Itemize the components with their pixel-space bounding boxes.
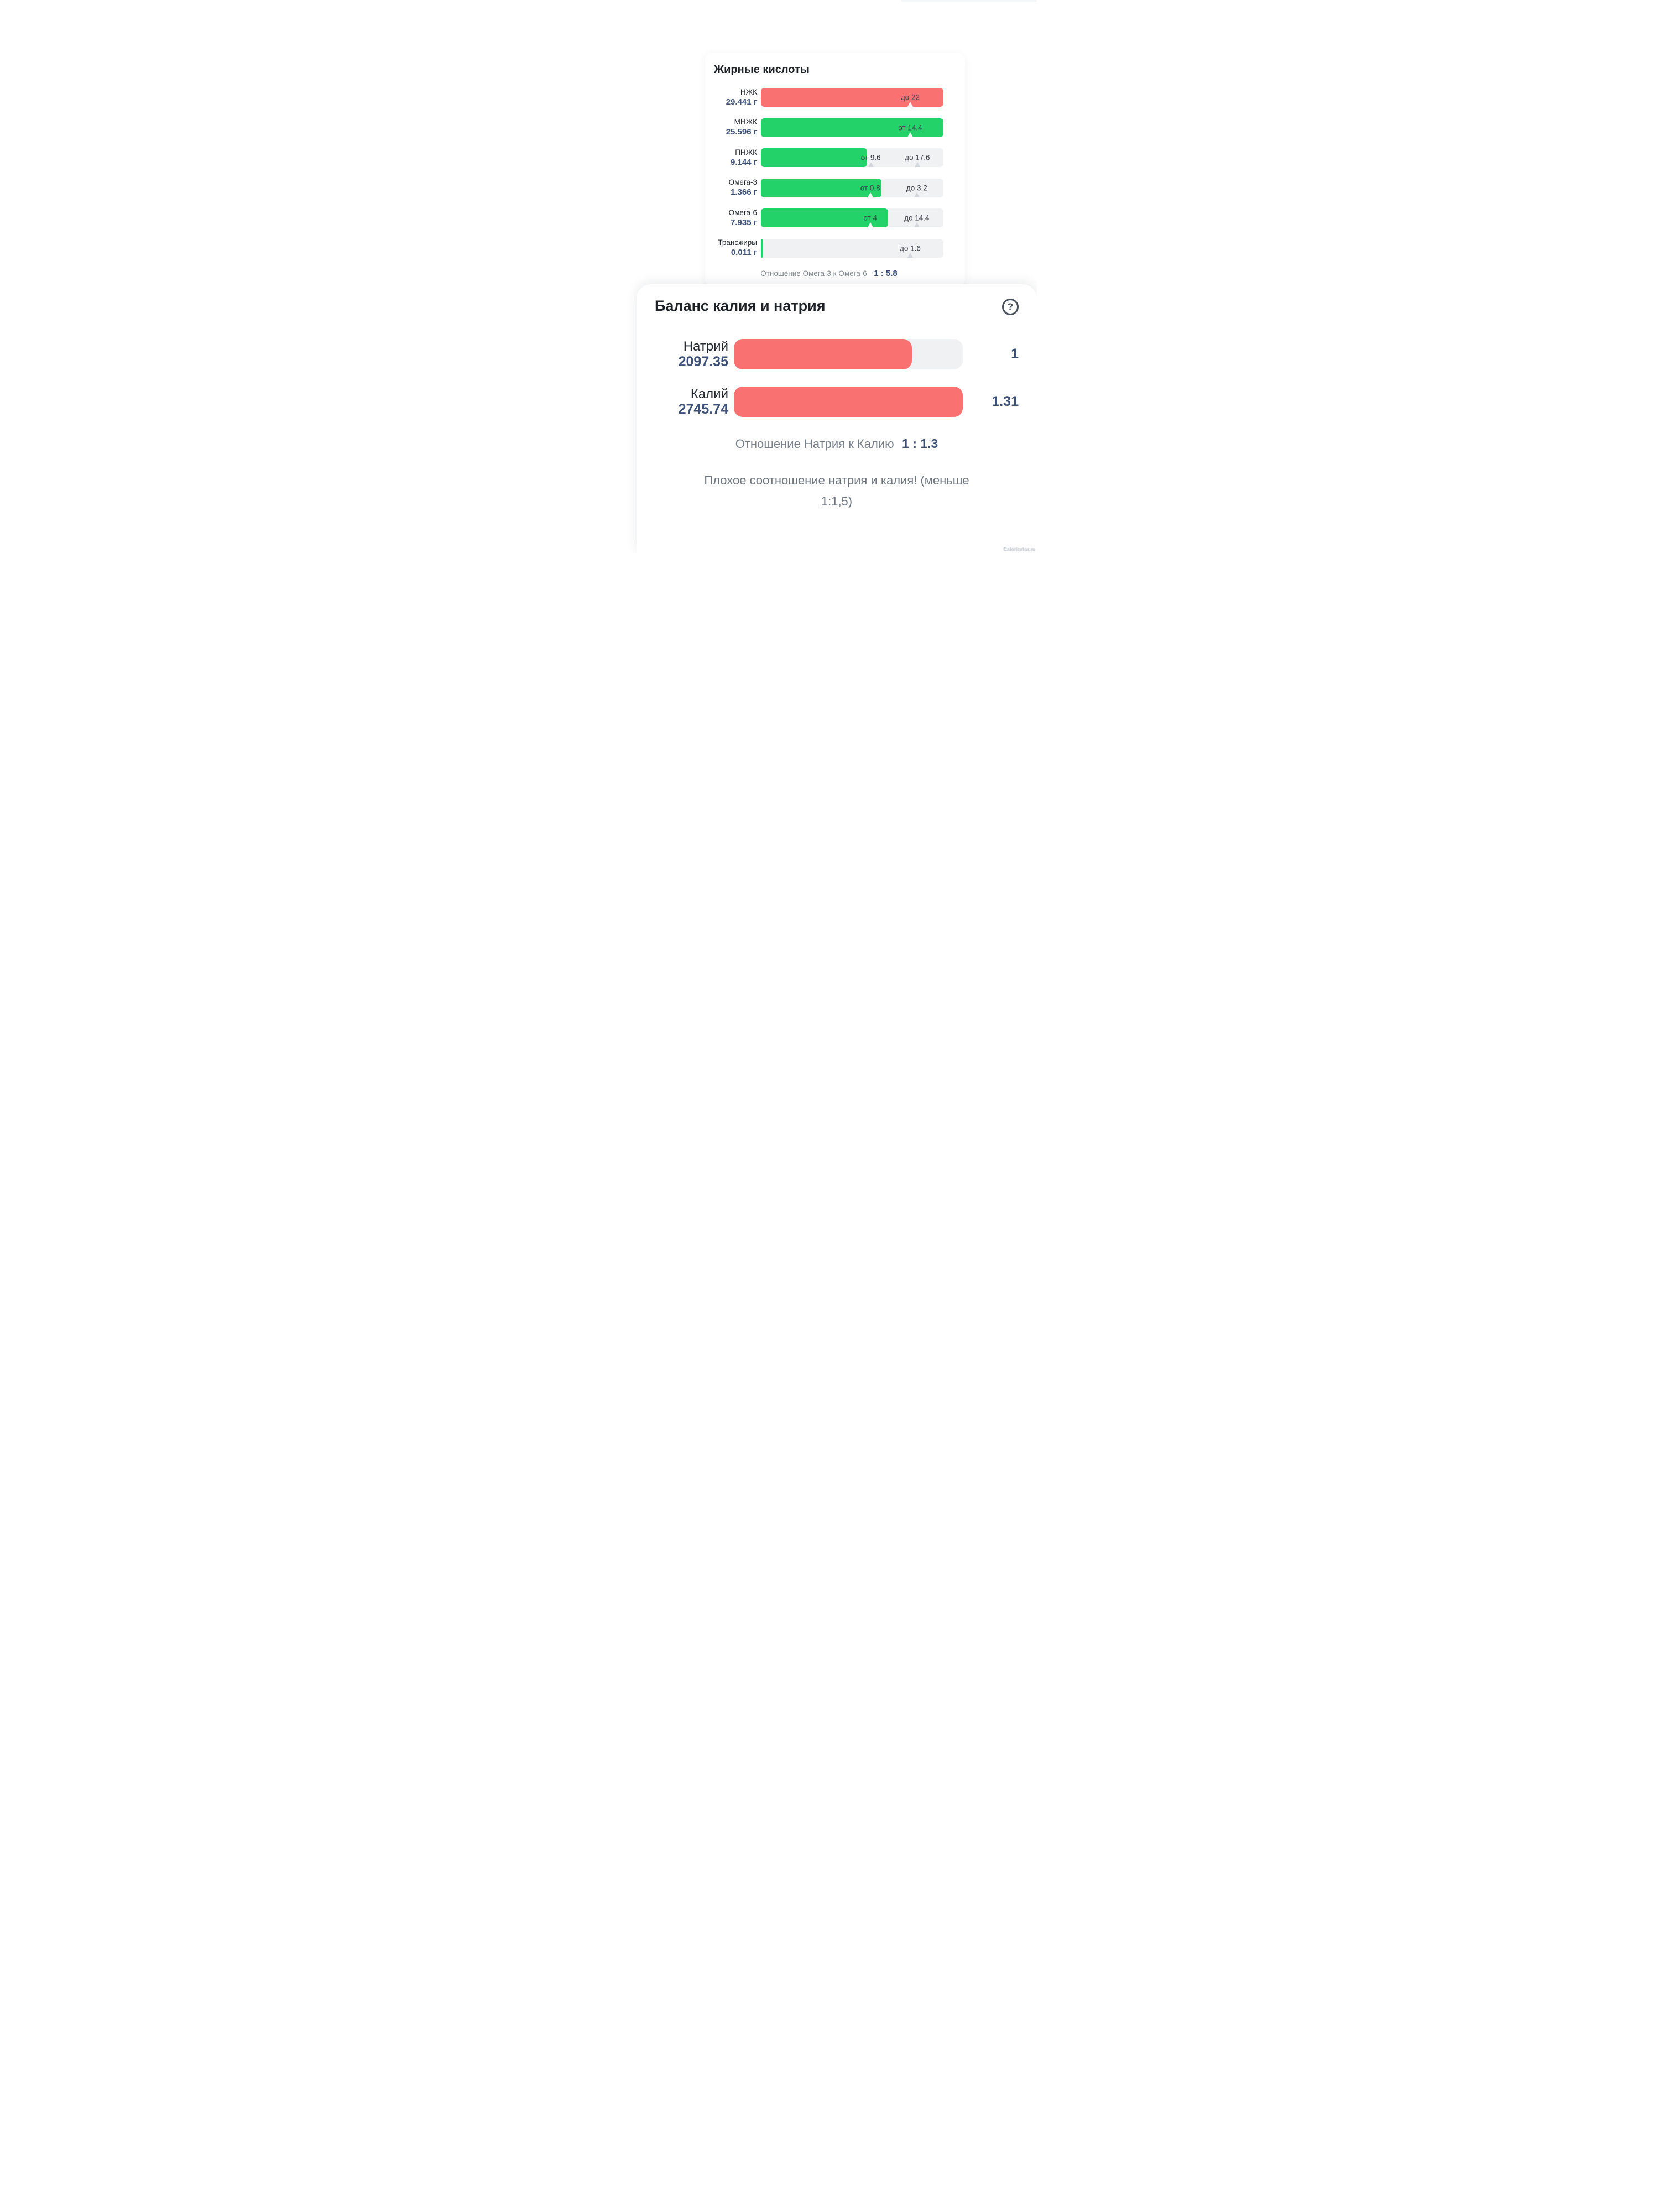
fatty-row-nzhk: НЖК 29.441 г до 22 — [714, 88, 944, 107]
row-name: Омега-3 — [728, 178, 757, 186]
range-marker-label: до 1.6 — [899, 244, 921, 252]
row-value: 1.366 г — [731, 187, 757, 197]
fatty-row-pnzhk: ПНЖК 9.144 г от 9.6 до 17.6 — [714, 148, 944, 167]
range-marker-label: до 22 — [900, 93, 920, 102]
range-marker-label: от 4 — [863, 213, 877, 222]
row-value: 0.011 г — [731, 248, 757, 257]
omega-ratio-value: 1 : 5.8 — [874, 269, 898, 278]
balance-card: Баланс калия и натрия ? Натрий 2097.35 1… — [637, 284, 1037, 553]
bar-fill — [761, 238, 763, 258]
balance-rows: Натрий 2097.35 1 Калий 2745.74 1.31 — [655, 339, 1019, 417]
bar-fill — [761, 148, 867, 167]
bar-track — [734, 339, 963, 369]
help-icon-glyph: ? — [1007, 301, 1014, 312]
fatty-row-omega3: Омега-3 1.366 г от 0.8 до 3.2 — [714, 178, 944, 197]
bar-fill — [761, 88, 943, 107]
marker-caret-icon — [867, 222, 873, 227]
omega-ratio-line: Отношение Омега-3 к Омега-6 1 : 5.8 — [714, 269, 944, 279]
range-marker-label: до 3.2 — [906, 184, 927, 192]
marker-caret-icon — [914, 222, 920, 227]
marker-caret-icon — [914, 162, 920, 167]
bar-fill — [761, 208, 888, 227]
bar-track: до 1.6 — [761, 238, 943, 258]
row-name: МНЖК — [734, 118, 757, 126]
marker-caret-icon — [907, 252, 913, 258]
row-ratio-value: 1 — [1011, 346, 1019, 362]
range-marker-label: до 17.6 — [905, 153, 930, 162]
bar-track — [734, 387, 963, 417]
bar-track: от 4 до 14.4 — [761, 208, 943, 227]
warning-line-2: 1:1,5) — [821, 494, 853, 508]
range-marker-label: до 14.4 — [904, 213, 930, 222]
range-marker-label: от 14.4 — [898, 123, 922, 132]
omega-ratio-label: Отношение Омега-3 к Омега-6 — [760, 269, 867, 278]
bar-track: от 14.4 — [761, 118, 943, 137]
marker-caret-icon — [868, 162, 874, 167]
marker-caret-icon — [907, 132, 913, 137]
nutrition-report-page: Жирные кислоты НЖК 29.441 г до 22 МНЖК — [622, 0, 1037, 553]
balance-row-sodium: Натрий 2097.35 1 — [655, 339, 1019, 369]
bar-fill — [761, 118, 943, 137]
bar-track: до 22 — [761, 88, 943, 107]
row-value: 2745.74 — [678, 401, 728, 417]
fatty-acids-title: Жирные кислоты — [714, 64, 810, 76]
row-ratio-value: 1.31 — [992, 394, 1019, 409]
fatty-acids-rows: НЖК 29.441 г до 22 МНЖК 25.596 г — [714, 88, 944, 258]
ratio-value: 1 : 1.3 — [902, 436, 938, 451]
balance-warning-text: Плохое соотношение натрия и калия! (мень… — [655, 470, 1019, 512]
row-name: ПНЖК — [735, 148, 757, 156]
marker-caret-icon — [867, 192, 873, 197]
ratio-label: Отношение Натрия к Калию — [735, 437, 894, 451]
row-name: Трансжиры — [718, 238, 757, 247]
row-name: НЖК — [740, 87, 757, 96]
fatty-row-transfats: Трансжиры 0.011 г до 1.6 — [714, 238, 944, 258]
bar-fill — [761, 178, 881, 197]
sodium-potassium-ratio-line: Отношение Натрия к Калию 1 : 1.3 — [655, 436, 1019, 453]
marker-caret-icon — [914, 192, 920, 197]
warning-line-1: Плохое соотношение натрия и калия! (мень… — [704, 473, 969, 487]
row-value: 9.144 г — [731, 157, 757, 167]
watermark: Calorizator.ru — [1003, 546, 1035, 552]
fatty-acids-card: Жирные кислоты НЖК 29.441 г до 22 МНЖК — [705, 53, 965, 286]
marker-caret-icon — [907, 102, 913, 107]
bar-fill — [734, 387, 963, 417]
bar-track: от 0.8 до 3.2 — [761, 178, 943, 197]
row-name: Омега-6 — [728, 208, 757, 217]
range-marker-label: от 9.6 — [860, 153, 881, 162]
row-name: Калий — [690, 387, 728, 401]
balance-header: Баланс калия и натрия ? — [655, 296, 1019, 315]
screenshot-edge-artifact — [901, 0, 1037, 2]
fatty-row-mnzhk: МНЖК 25.596 г от 14.4 — [714, 118, 944, 137]
bar-fill — [734, 339, 912, 369]
balance-row-potassium: Калий 2745.74 1.31 — [655, 387, 1019, 417]
range-marker-label: от 0.8 — [860, 184, 880, 192]
balance-title: Баланс калия и натрия — [655, 298, 826, 314]
help-icon[interactable]: ? — [1002, 299, 1019, 315]
row-value: 2097.35 — [678, 354, 728, 369]
bar-track: от 9.6 до 17.6 — [761, 148, 943, 167]
row-name: Натрий — [683, 339, 728, 354]
row-value: 25.596 г — [726, 127, 757, 137]
fatty-row-omega6: Омега-6 7.935 г от 4 до 14.4 — [714, 208, 944, 227]
row-value: 7.935 г — [731, 217, 757, 227]
row-value: 29.441 г — [726, 97, 757, 107]
